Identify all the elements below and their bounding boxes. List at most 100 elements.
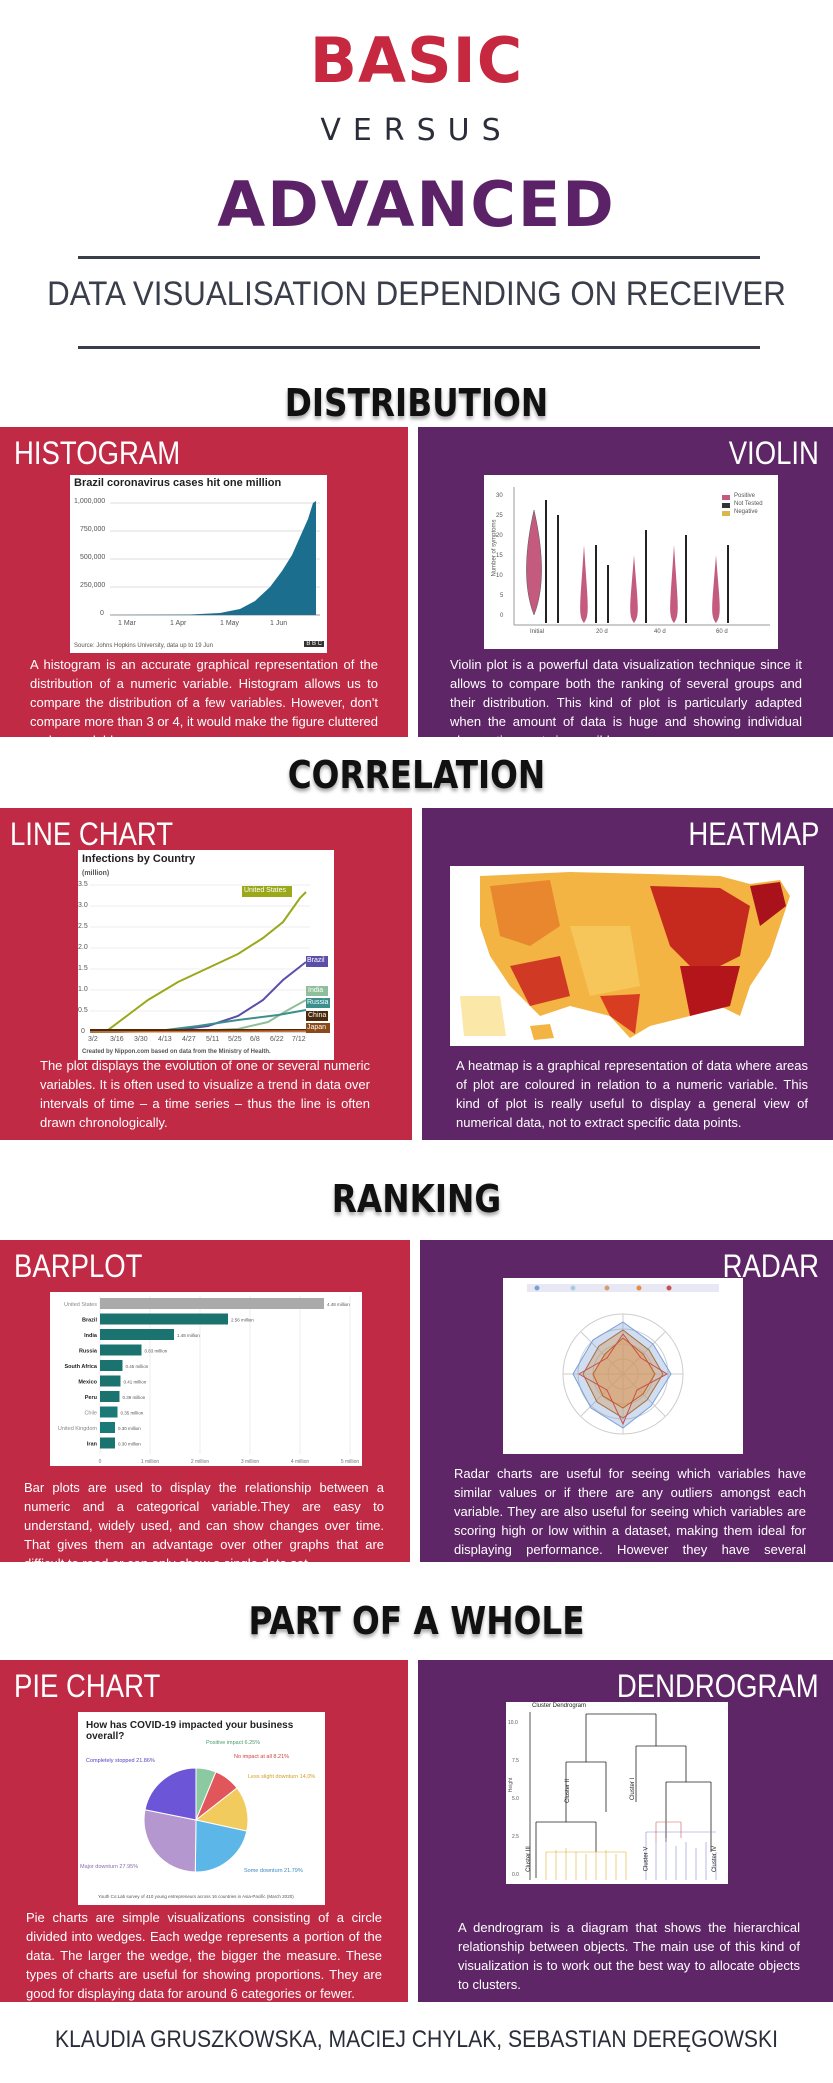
chart-title: How has COVID-19 impacted your business … [86,1720,294,1742]
x-tick: 40 d [654,629,666,635]
y-tick: 5 [500,593,504,599]
bar-label: United States [64,1302,97,1308]
panel-text: A heatmap is a graphical representation … [456,1058,808,1130]
title-versus: VERSUS [320,113,513,148]
chart-title: Cluster Dendrogram [532,1703,587,1709]
series-label: United States [244,887,287,894]
bar-label: Peru [85,1395,97,1401]
bar [100,1437,115,1449]
x-tick: 3/2 [88,1036,98,1043]
bar [100,1313,228,1325]
divider-top [78,256,760,259]
panel-histogram: HISTOGRAM Brazil coronavirus cases hit o… [0,427,408,748]
y-tick: 0 [500,613,504,619]
bar [100,1329,174,1340]
radar-chart-image [503,1278,743,1454]
chart-source: Youth Co:Lab survey of 410 young entrepr… [98,1894,294,1899]
y-tick: 30 [496,493,503,499]
x-tick: 1 Apr [170,620,187,627]
divider-bottom [78,346,760,349]
y-tick: 0 [100,610,104,617]
panel-text: A histogram is an accurate graphical rep… [30,657,378,748]
slice-label: Some downturn 21.79% [244,1868,303,1874]
bar-label: South Africa [65,1364,98,1370]
bar [100,1375,121,1387]
bar [100,1391,120,1402]
x-tick: 4 million [291,1459,310,1465]
y-tick: 25 [496,513,503,519]
y-tick: 1.0 [78,986,88,993]
y-tick: 3.0 [78,902,88,909]
x-tick: 3 million [241,1459,260,1465]
bar-label: United Kingdom [58,1426,98,1432]
y-tick: 250,000 [80,582,106,589]
slice-label: Completely stopped 21.86% [86,1758,155,1764]
x-tick: Initial [530,629,545,635]
section-distribution: DISTRIBUTION [284,381,549,425]
x-tick: 6/22 [270,1036,284,1043]
bar-label: India [84,1333,98,1339]
y-tick: 20 [496,533,503,539]
pie-chart [143,1767,249,1873]
x-tick: 4/27 [182,1036,196,1043]
x-tick: 20 d [596,629,608,635]
bar-label: Russia [79,1349,98,1355]
histogram-area-chart [110,501,320,616]
dendrogram [529,1712,717,1880]
x-tick: 1 Mar [118,620,136,627]
bar-value-label: 0.35 million [121,1411,144,1416]
bbc-badge: B B C [304,641,324,647]
x-tick: 1 Jun [270,620,288,627]
cluster-label: Cluster III [525,1846,532,1872]
heatmap-map-image [450,866,804,1046]
series-label: Russia [307,999,329,1006]
histogram-chart-image: Brazil coronavirus cases hit one million… [70,475,327,653]
bar-label: Iran [87,1442,98,1448]
section-part-of-a-whole: PART OF A WHOLE [248,1599,585,1643]
series-label: Japan [307,1024,327,1031]
panel-barplot: BARPLOT 0 1 million 2 million 3 million 4 mi… [0,1240,410,1571]
bar [100,1344,142,1356]
panel-text: Radar charts are useful for seeing which… [454,1466,806,1576]
panel-text: Violin plot is a powerful data visualiza… [450,657,802,748]
panel-title: DENDROGRAM [617,1668,819,1704]
line-chart-image: Infections by Country (million) [78,850,334,1060]
y-tick: 3.5 [78,881,88,888]
panel-dendrogram: DENDROGRAM Cluster Dendrogram [418,1660,833,2002]
y-axis-label: Number of symptoms [491,519,498,577]
x-tick: 1 million [141,1459,160,1465]
legend-item: Negative [734,509,758,515]
title-basic: BASIC [309,24,524,97]
y-tick: 2.5 [78,923,88,930]
x-tick: 2 million [191,1459,210,1465]
pie-chart-image: How has COVID-19 impacted your business … [78,1712,325,1905]
barplot: 0 1 million 2 million 3 million 4 million 5 m… [58,1296,359,1465]
chart-title: Brazil coronavirus cases hit one million [74,477,282,489]
cluster-label: Cluster II [565,1778,572,1804]
x-tick: 3/30 [134,1036,148,1043]
y-tick: 5.0 [512,1796,519,1802]
cluster-label: Cluster V [643,1846,650,1872]
pie-slice [194,1819,248,1873]
y-tick: 2.0 [78,944,88,951]
violin-plot [513,487,770,626]
y-tick: 1,000,000 [74,498,106,505]
y-tick: 0.0 [512,1872,519,1878]
slice-label: No impact at all 8.21% [234,1754,290,1760]
y-tick: 0 [81,1028,85,1035]
bar-value-label: 0.45 million [126,1364,149,1369]
authors-footer: KLAUDIA GRUSZKOWSKA, MACIEJ CHYLAK, SEBA… [55,2026,778,2053]
bar [100,1360,123,1371]
slice-label: Positive impact 6.25% [206,1740,261,1746]
pie-slice [143,1809,197,1873]
bar-value-label: 0.41 million [124,1380,147,1385]
bar-value-label: 0.83 million [145,1349,168,1354]
y-tick: 750,000 [80,526,106,533]
y-tick: 10.0 [508,1720,518,1726]
slice-label: Less slight downturn 14.0% [248,1774,316,1780]
bar [100,1406,118,1418]
cluster-label: Cluster IV [712,1845,719,1873]
panel-pie-chart: PIE CHART How has COVID-19 impacted your… [0,1660,408,2002]
panel-line-chart: LINE CHART Infections by Country (millio… [0,808,412,1140]
